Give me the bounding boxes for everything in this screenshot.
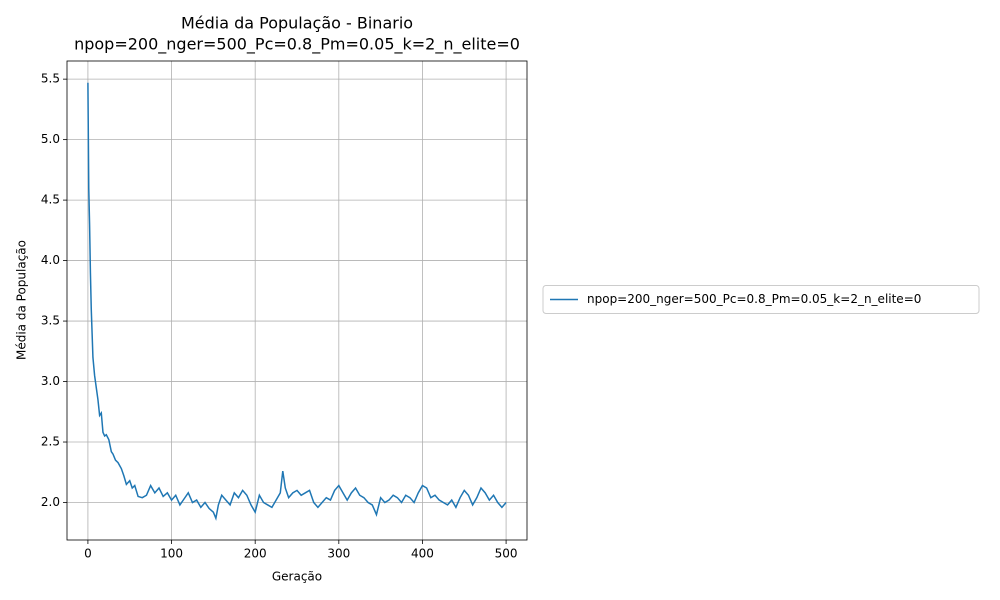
y-tick-label: 2.0: [41, 495, 60, 509]
data-line: [87, 82, 507, 521]
y-tick-label: 5.0: [41, 132, 60, 146]
x-axis-label: Geração: [272, 570, 322, 584]
y-axis-label: Média da População: [15, 240, 29, 360]
x-tick-label: 500: [495, 547, 518, 561]
chart-title: Média da População - Binario: [181, 14, 413, 33]
y-tick-label: 3.0: [41, 374, 60, 388]
plot-frame: [66, 60, 528, 541]
x-tick-label: 200: [244, 547, 267, 561]
y-tick-label: 2.5: [41, 435, 60, 449]
y-tick-label: 3.5: [41, 314, 60, 328]
y-tick-label: 4.0: [41, 253, 60, 267]
legend-label: npop=200_nger=500_Pc=0.8_Pm=0.05_k=2_n_e…: [587, 292, 921, 306]
x-tick-label: 100: [160, 547, 183, 561]
chart-subtitle: npop=200_nger=500_Pc=0.8_Pm=0.05_k=2_n_e…: [74, 35, 520, 55]
x-tick-label: 0: [84, 547, 92, 561]
legend-box: [542, 285, 980, 314]
x-tick-label: 400: [411, 547, 434, 561]
x-tick-label: 300: [327, 547, 350, 561]
y-tick-label: 4.5: [41, 193, 60, 207]
y-tick-label: 5.5: [41, 72, 60, 86]
